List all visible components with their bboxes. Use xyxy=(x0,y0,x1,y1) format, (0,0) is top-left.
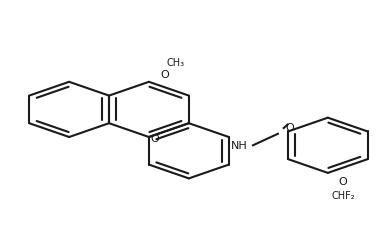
Text: CHF₂: CHF₂ xyxy=(331,190,355,200)
Text: CH₃: CH₃ xyxy=(167,58,185,68)
Text: O: O xyxy=(339,176,348,186)
Text: O: O xyxy=(160,69,169,79)
Text: O: O xyxy=(151,134,159,144)
Text: O: O xyxy=(285,122,294,132)
Text: NH: NH xyxy=(231,141,248,151)
